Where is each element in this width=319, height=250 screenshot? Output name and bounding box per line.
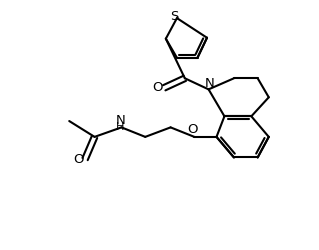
Text: O: O — [152, 81, 163, 94]
Text: O: O — [73, 152, 83, 166]
Text: N: N — [205, 77, 215, 90]
Text: H: H — [116, 122, 125, 132]
Text: S: S — [170, 10, 179, 23]
Text: N: N — [116, 114, 125, 127]
Text: O: O — [188, 124, 198, 136]
